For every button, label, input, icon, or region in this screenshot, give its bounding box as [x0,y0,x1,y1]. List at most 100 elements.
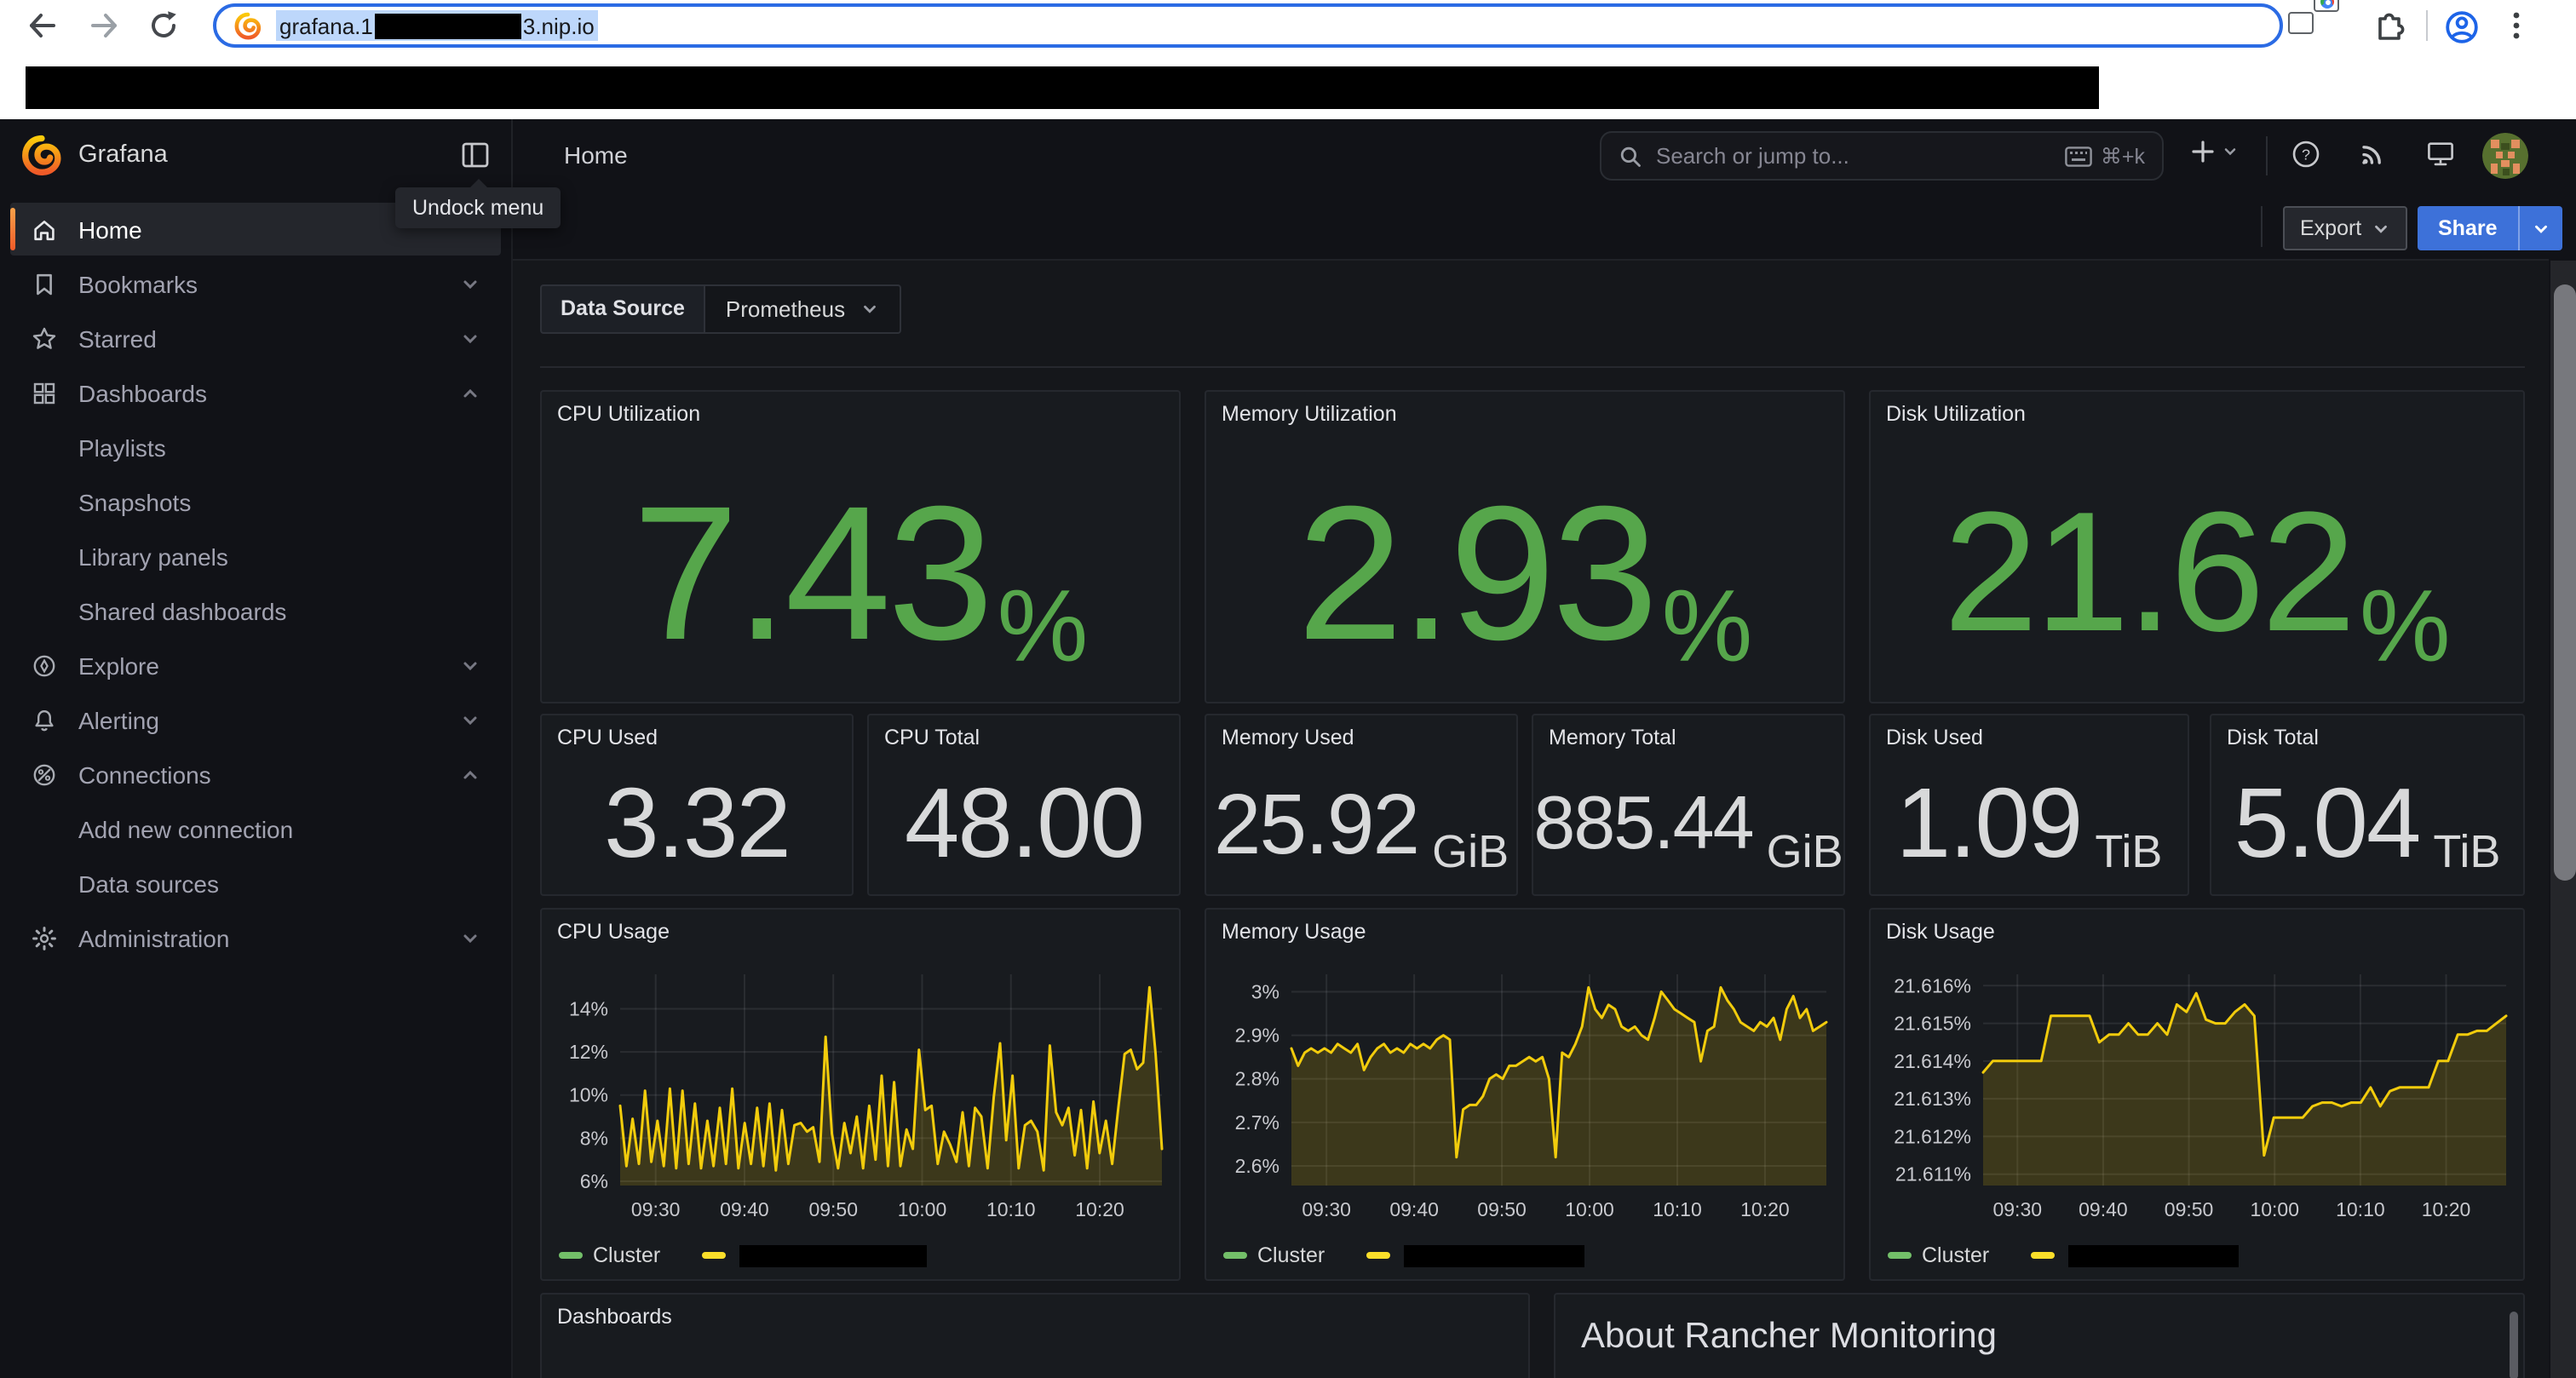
grafana-logo[interactable] [20,135,63,186]
sidebar-item-administration[interactable]: Administration [10,911,501,964]
legend-dash-cluster [559,1252,583,1259]
search-input[interactable]: Search or jump to... ⌘+k [1600,131,2164,181]
header-divider [511,119,513,192]
help-icon[interactable]: ? [2291,140,2320,169]
sidebar-item-starred[interactable]: Starred [10,312,501,365]
sidebar-item-library-panels[interactable]: Library panels [78,543,228,570]
svg-text:10:00: 10:00 [898,1198,947,1220]
svg-text:21.613%: 21.613% [1894,1088,1971,1110]
chevron-up-icon[interactable] [460,382,480,403]
sidebar-item-dashboards[interactable]: Dashboards [10,366,501,419]
panel-scrollbar-thumb[interactable] [2510,1312,2518,1378]
panel-cpu-utilization[interactable]: CPU Utilization 7.43% [540,390,1181,703]
panel-dashboards-list[interactable]: Dashboards [540,1293,1530,1378]
stat-value: 885.44 GiB [1533,781,1843,877]
export-button[interactable]: Export [2283,206,2408,250]
svg-text:21.616%: 21.616% [1894,974,1971,996]
panel-disk-total[interactable]: Disk Total 5.04 TiB [2210,714,2525,896]
svg-text:21.611%: 21.611% [1895,1163,1971,1186]
sidebar-item-data-sources[interactable]: Data sources [78,870,219,897]
share-dropdown-button[interactable] [2520,219,2562,238]
monitor-icon[interactable] [2426,140,2455,169]
sidebar-item-playlists[interactable]: Playlists [78,433,166,461]
url-bar[interactable]: grafana.1 3.nip.io [213,3,2283,48]
panel-cpu-used[interactable]: CPU Used 3.32 [540,714,854,896]
panel-disk-usage[interactable]: Disk Usage 21.611% 21.612% 21.613% 21.614% 2… [1869,908,2525,1281]
svg-text:21.615%: 21.615% [1894,1013,1971,1035]
profile-icon[interactable] [2443,8,2481,45]
search-placeholder: Search or jump to... [1656,143,1849,169]
chevron-up-icon[interactable] [460,764,480,784]
media-gallery-icon[interactable] [2288,0,2351,49]
sidebar-item-shared-dashboards[interactable]: Shared dashboards [78,597,287,624]
cpu-usage-chart: 6% 8% 10% 12% 14% 09:30 09:40 09:50 10:00 10:10 10… [555,957,1169,1230]
extensions-puzzle-icon[interactable] [2372,9,2409,46]
panel-memory-used[interactable]: Memory Used 25.92 GiB [1205,714,1518,896]
legend-dash-series [701,1252,726,1259]
home-icon [31,215,58,243]
dashboard-toolbar: Export Share [513,192,2576,259]
sidebar-item-add-new-connection[interactable]: Add new connection [78,815,294,842]
chevron-down-icon[interactable] [460,328,480,348]
chevron-down-icon[interactable] [460,927,480,948]
panel-memory-usage[interactable]: Memory Usage 2.6% 2.7% 2.8% 2.9% 3% 09:30 09:4… [1205,908,1845,1281]
scrolled-panel-edge [540,366,2525,368]
kebab-menu-icon[interactable] [2498,7,2535,44]
bell-icon [31,706,58,733]
back-arrow-icon[interactable] [24,7,61,44]
site-favicon-grafana [233,11,262,40]
stat-value: 21.62% [1943,476,2451,683]
chevron-down-icon[interactable] [460,709,480,730]
breadcrumb[interactable]: Home [564,141,628,169]
search-shortcut: ⌘+k [2065,143,2145,169]
share-button[interactable]: Share [2418,206,2562,250]
svg-text:10:00: 10:00 [1565,1198,1614,1220]
chevron-down-icon[interactable] [460,655,480,675]
browser-toolbar: grafana.1 3.nip.io [0,0,2576,119]
legend-label-redaction [739,1244,927,1266]
dashboard-canvas: Data Source Prometheus CPU Utilization 7… [513,259,2576,1378]
panel-disk-used[interactable]: Disk Used 1.09 TiB [1869,714,2189,896]
panel-cpu-usage[interactable]: CPU Usage 6% 8% 10% 12% 14% 09:30 09:40 09:50 10… [540,908,1181,1281]
rss-icon[interactable] [2360,140,2387,167]
forward-arrow-icon[interactable] [85,7,123,44]
svg-text:12%: 12% [569,1041,608,1063]
plus-button[interactable] [2189,138,2239,165]
stat-value: 25.92 GiB [1213,776,1509,877]
svg-text:10:10: 10:10 [1653,1198,1702,1220]
svg-text:2.6%: 2.6% [1235,1155,1279,1177]
dashboard-content: Export Share Data Source Prometheus [513,192,2576,1378]
sidebar-item-bookmarks[interactable]: Bookmarks [10,257,501,310]
url-text[interactable]: grafana.1 3.nip.io [276,10,598,41]
apps-grid-icon [31,379,58,406]
svg-text:2.8%: 2.8% [1235,1068,1279,1090]
panel-cpu-total[interactable]: CPU Total 48.00 [867,714,1181,896]
page-scrollbar-thumb[interactable] [2553,284,2575,881]
stat-value: 7.43% [632,466,1089,683]
chevron-down-icon[interactable] [460,273,480,294]
svg-text:09:50: 09:50 [808,1198,858,1220]
legend-dash-series [2030,1252,2055,1259]
page-scrollbar-track[interactable] [2550,261,2576,1378]
sidebar-item-snapshots[interactable]: Snapshots [78,488,192,515]
toolbar-divider [2426,10,2428,41]
header-divider-2 [2266,136,2268,175]
datasource-label: Data Source [540,284,704,334]
user-avatar[interactable] [2482,133,2528,179]
panel-memory-total[interactable]: Memory Total 885.44 GiB [1532,714,1845,896]
sidebar-item-alerting[interactable]: Alerting [10,693,501,746]
svg-text:10:10: 10:10 [986,1198,1036,1220]
reload-icon[interactable] [145,7,182,44]
panel-about-rancher-monitoring[interactable]: About Rancher Monitoring [1554,1293,2525,1378]
panel-memory-utilization[interactable]: Memory Utilization 2.93% [1205,390,1845,703]
legend-label-redaction [1403,1244,1584,1266]
sidebar-item-explore[interactable]: Explore [10,639,501,692]
svg-text:?: ? [2302,146,2310,163]
undock-menu-icon[interactable] [460,140,491,170]
svg-text:21.614%: 21.614% [1894,1050,1971,1072]
svg-text:10%: 10% [569,1084,608,1106]
legend-label-redaction [2067,1244,2239,1266]
sidebar-item-connections[interactable]: Connections [10,748,501,801]
datasource-select[interactable]: Prometheus [703,284,902,334]
panel-disk-utilization[interactable]: Disk Utilization 21.62% [1869,390,2525,703]
